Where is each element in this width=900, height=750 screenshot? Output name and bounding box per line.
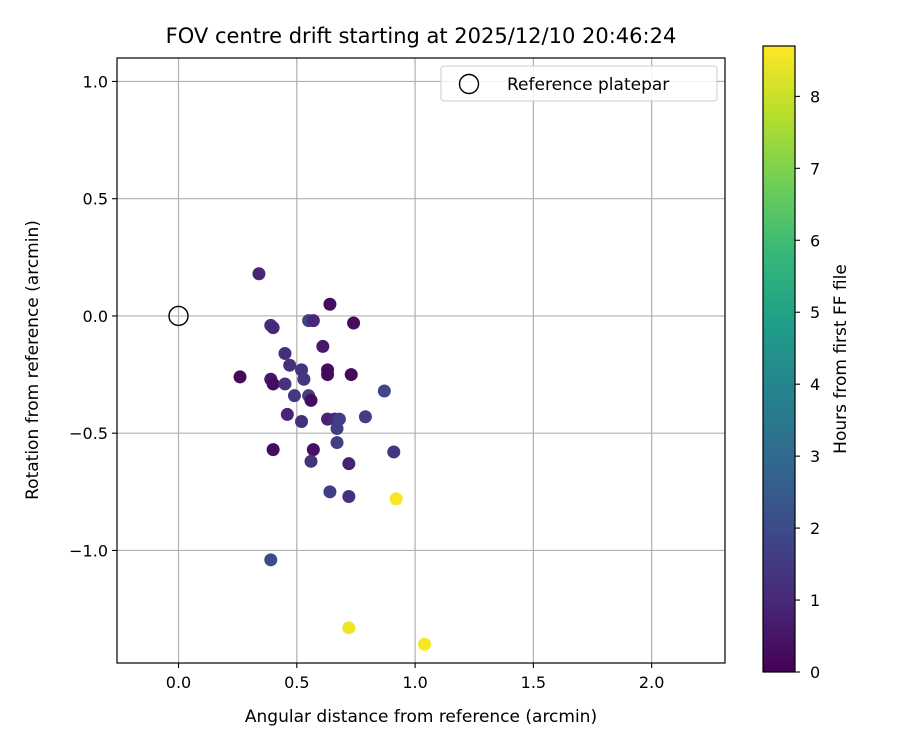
colorbar-ticks: 0 1 2 3 4 5 6 7 8 bbox=[795, 87, 820, 682]
data-point bbox=[304, 454, 318, 468]
data-point bbox=[295, 414, 309, 428]
data-point bbox=[304, 393, 318, 407]
y-tick-label: −0.5 bbox=[69, 424, 108, 443]
data-point bbox=[347, 316, 361, 330]
legend-label: Reference platepar bbox=[507, 75, 669, 95]
data-point bbox=[266, 321, 280, 335]
legend-marker bbox=[458, 73, 480, 95]
plot-frame bbox=[116, 57, 726, 664]
data-point bbox=[344, 368, 358, 382]
data-point bbox=[342, 621, 356, 635]
data-point bbox=[252, 267, 266, 281]
data-point bbox=[342, 490, 356, 504]
data-point bbox=[278, 346, 292, 360]
colorbar-tick-label: 8 bbox=[810, 87, 820, 106]
colorbar-tick-label: 2 bbox=[810, 519, 820, 538]
y-axis-ticks: 1.0 0.5 0.0 −0.5 −1.0 bbox=[69, 72, 117, 560]
colorbar-tick-label: 6 bbox=[810, 231, 820, 250]
colorbar-tick-label: 7 bbox=[810, 159, 820, 178]
x-tick-label: 0.5 bbox=[284, 673, 309, 692]
data-point bbox=[266, 443, 280, 457]
x-tick-label: 1.0 bbox=[402, 673, 427, 692]
colorbar-tick-label: 0 bbox=[810, 663, 820, 682]
data-point bbox=[418, 637, 432, 651]
data-point bbox=[377, 384, 391, 398]
y-axis-label: Rotation from reference (arcmin) bbox=[23, 220, 43, 500]
x-axis-label: Angular distance from reference (arcmin) bbox=[245, 707, 597, 727]
data-point bbox=[233, 370, 247, 384]
data-points bbox=[233, 267, 432, 651]
colorbar bbox=[762, 45, 796, 673]
data-point bbox=[283, 358, 297, 372]
y-tick-label: 0.0 bbox=[83, 307, 108, 326]
data-point bbox=[330, 436, 344, 450]
data-point bbox=[316, 339, 330, 353]
data-point bbox=[342, 457, 356, 471]
y-tick-label: 0.5 bbox=[83, 190, 108, 209]
chart-title: FOV centre drift starting at 2025/12/10 … bbox=[166, 24, 677, 48]
data-point bbox=[264, 553, 278, 567]
data-point bbox=[387, 445, 401, 459]
data-point bbox=[266, 377, 280, 391]
x-tick-label: 0.0 bbox=[166, 673, 191, 692]
data-point bbox=[330, 422, 344, 436]
legend: Reference platepar bbox=[440, 65, 718, 102]
data-point bbox=[280, 407, 294, 421]
y-tick-label: 1.0 bbox=[83, 72, 108, 91]
reference-marker-layer bbox=[168, 305, 189, 327]
legend-box bbox=[440, 65, 718, 102]
x-axis-ticks: 0.0 0.5 1.0 1.5 2.0 bbox=[166, 663, 664, 692]
data-point bbox=[323, 485, 337, 499]
data-point bbox=[389, 492, 403, 506]
x-tick-label: 2.0 bbox=[639, 673, 664, 692]
colorbar-tick-label: 3 bbox=[810, 447, 820, 466]
data-point bbox=[306, 314, 320, 328]
grid-lines bbox=[117, 58, 725, 663]
reference-marker bbox=[168, 305, 189, 327]
data-point bbox=[287, 389, 301, 403]
y-tick-label: −1.0 bbox=[69, 541, 108, 560]
data-point bbox=[323, 297, 337, 311]
data-point bbox=[278, 377, 292, 391]
data-point bbox=[297, 372, 311, 386]
x-tick-label: 1.5 bbox=[521, 673, 546, 692]
data-point bbox=[358, 410, 372, 424]
colorbar-tick-label: 1 bbox=[810, 591, 820, 610]
data-point bbox=[306, 443, 320, 457]
colorbar-tick-label: 5 bbox=[810, 303, 820, 322]
data-point bbox=[321, 368, 335, 382]
colorbar-tick-label: 4 bbox=[810, 375, 820, 394]
colorbar-label: Hours from first FF file bbox=[831, 264, 851, 454]
